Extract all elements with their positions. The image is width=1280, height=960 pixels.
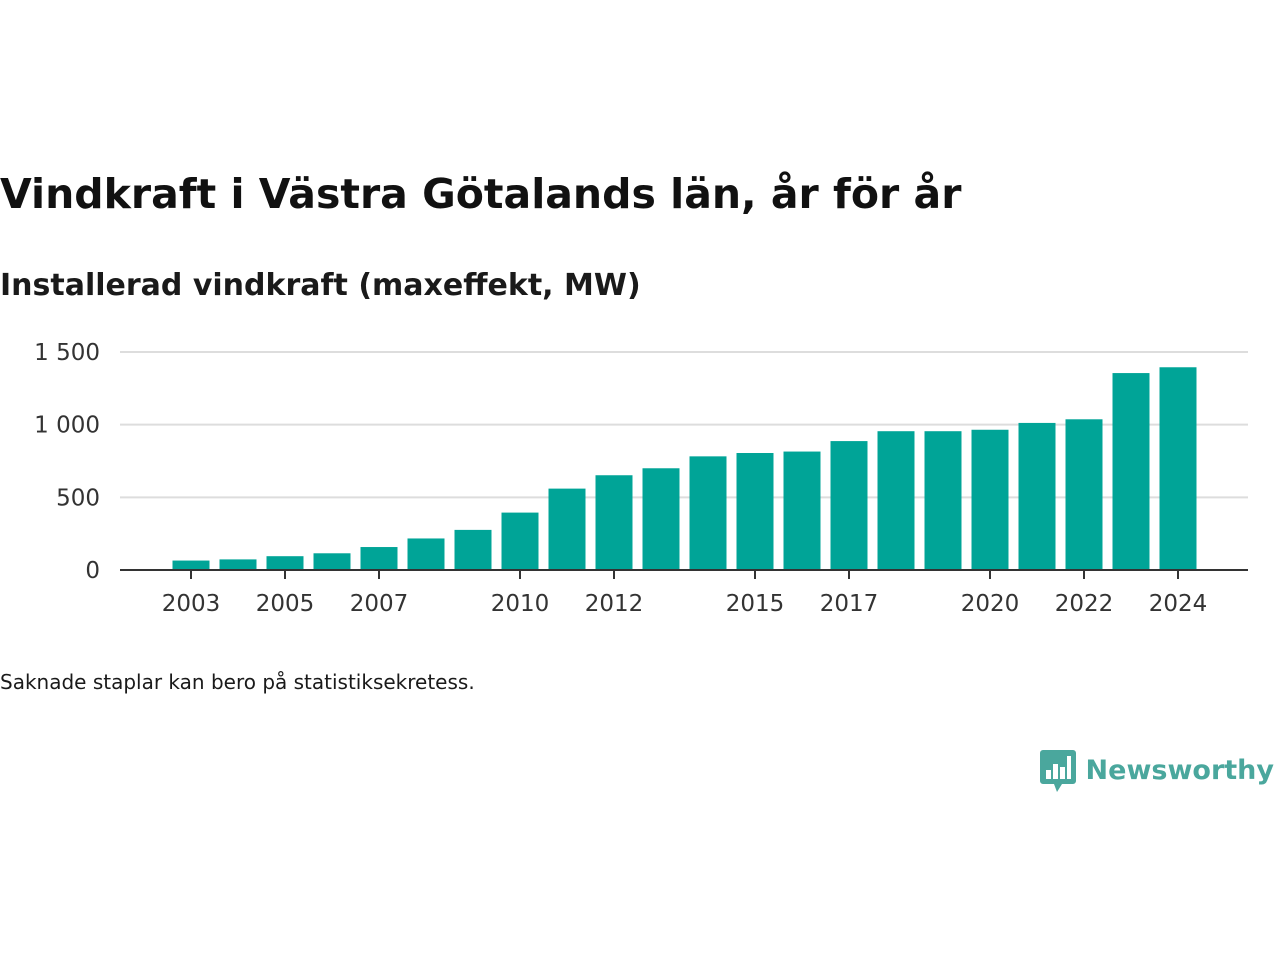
y-tick-label: 1 500 — [34, 340, 100, 366]
bar-2014 — [689, 456, 727, 570]
y-tick-label: 1 000 — [34, 413, 100, 439]
bar-2011 — [548, 488, 586, 570]
y-axis-labels: 0 500 1 000 1 500 — [34, 340, 100, 584]
x-tick-label: 2005 — [256, 591, 315, 617]
bar-2024 — [1159, 367, 1197, 570]
bar-2009 — [454, 529, 492, 570]
bar-2013 — [642, 468, 680, 570]
x-tick-label: 2010 — [491, 591, 550, 617]
bar-2015 — [736, 453, 774, 570]
grid-lines — [120, 351, 1248, 499]
x-tick-label: 2022 — [1055, 591, 1114, 617]
x-tick-label: 2012 — [585, 591, 644, 617]
x-tick-label: 2003 — [162, 591, 221, 617]
bar-2007 — [360, 547, 398, 570]
chart-subtitle: Installerad vindkraft (maxeffekt, MW) — [0, 268, 641, 303]
bar-2021 — [1018, 422, 1056, 570]
bar-2006 — [313, 553, 351, 570]
y-tick-label: 500 — [56, 485, 100, 511]
brand-name: Newsworthy — [1085, 755, 1274, 786]
bar-2004 — [219, 559, 257, 570]
bar-2017 — [830, 441, 868, 570]
bar-chart-speech-bubble-icon — [1039, 750, 1076, 792]
x-axis-labels: 2003 2005 2007 2010 2012 2015 2017 2020 2022 2024 — [162, 591, 1208, 617]
x-tick-label: 2007 — [350, 591, 409, 617]
x-tick-label: 2024 — [1149, 591, 1208, 617]
x-axis — [120, 569, 1248, 579]
bar-2023 — [1112, 373, 1150, 570]
x-tick-label: 2017 — [820, 591, 879, 617]
bar-2010 — [501, 512, 539, 570]
footnote: Saknade staplar kan bero på statistiksek… — [0, 670, 475, 694]
bar-2012 — [595, 475, 633, 570]
bar-2003 — [172, 560, 210, 570]
brand-logo: Newsworthy — [1039, 748, 1274, 794]
bar-2005 — [266, 556, 304, 570]
bar-2018 — [877, 431, 915, 570]
chart-title: Vindkraft i Västra Götalands län, år för… — [0, 170, 962, 218]
y-tick-label: 0 — [85, 558, 100, 584]
bar-2020 — [971, 429, 1009, 570]
bar-2016 — [783, 451, 821, 570]
x-tick-label: 2015 — [726, 591, 785, 617]
bar-2019 — [924, 431, 962, 570]
x-tick-label: 2020 — [961, 591, 1020, 617]
bar-2022 — [1065, 419, 1103, 570]
bars — [172, 367, 1197, 570]
bar-2008 — [407, 538, 445, 570]
